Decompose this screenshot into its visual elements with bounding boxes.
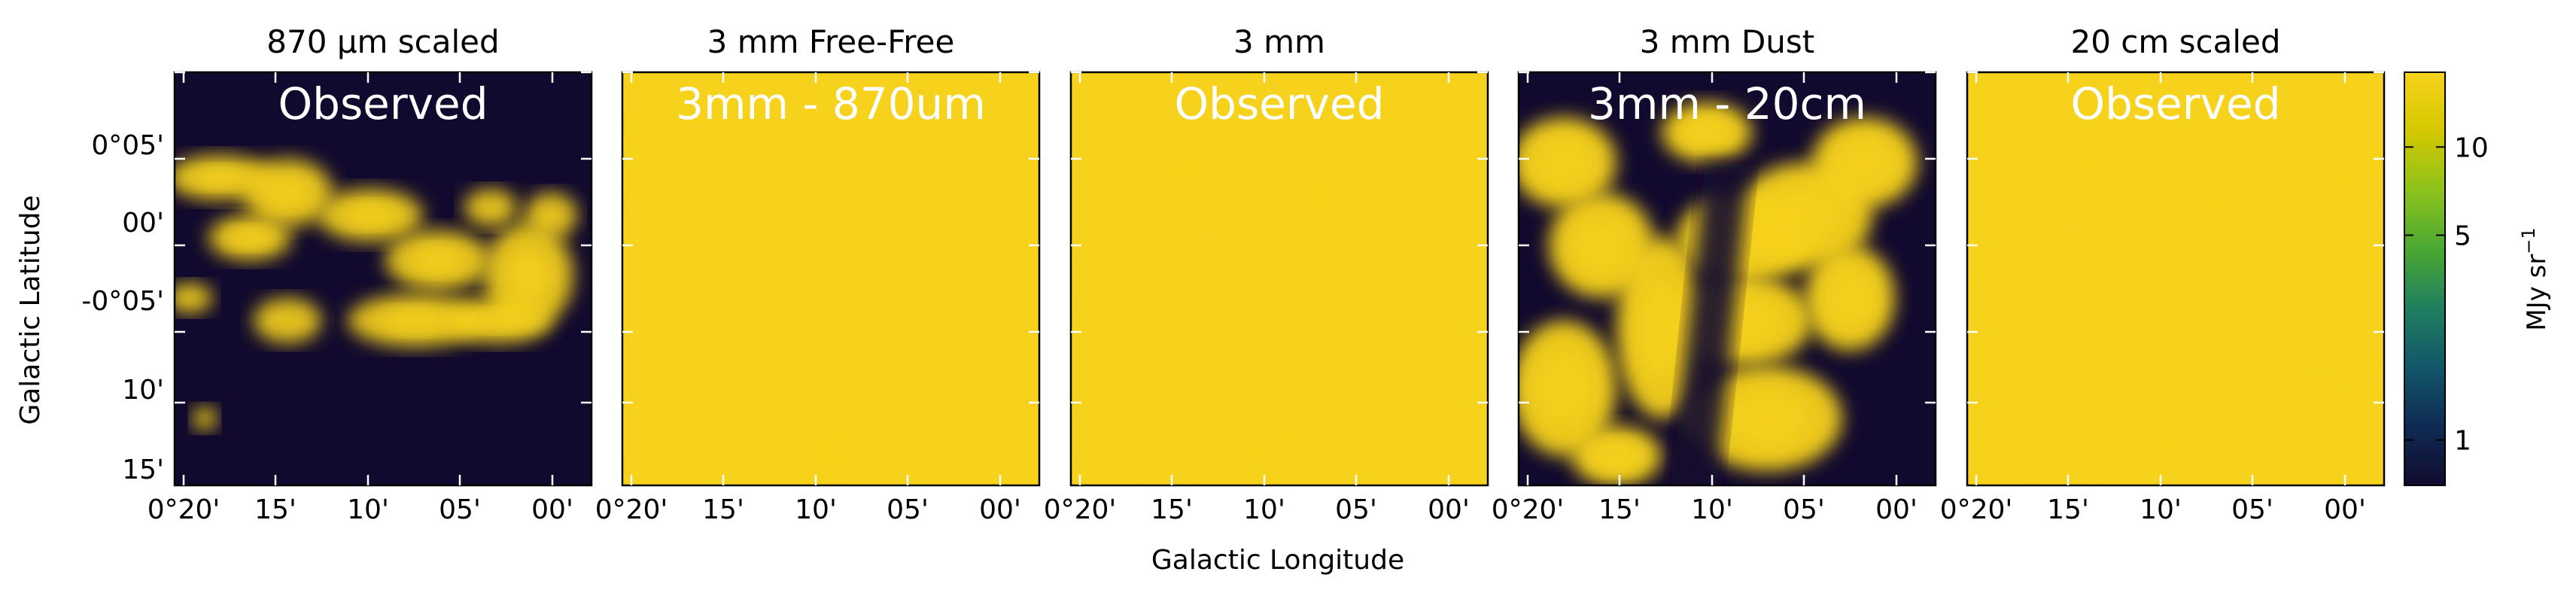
x-tick-label: 10' [2140, 494, 2182, 525]
map-panel-4: 3 mm Dust 3mm - 20cm 0°20' 15' 10' 05' 00' [1492, 23, 1937, 525]
colorbar-ticks: 10 5 1 [2404, 132, 2489, 457]
panel-annotation: Observed [1174, 78, 1384, 129]
map-image [1967, 72, 2384, 485]
panels: 870 μm scaled Observed 0°20' 15' 10' 05' 00' 0°… [81, 23, 2386, 525]
panel-title: 3 mm [1233, 23, 1325, 60]
panel-frame [1517, 71, 1937, 487]
x-tick-label: 00' [979, 494, 1021, 525]
x-tick-label: 0°20' [595, 494, 668, 525]
x-tick-label: 0°20' [1044, 494, 1117, 525]
x-tick-label: 0°20' [1940, 494, 2013, 525]
x-tick-label: 10' [795, 494, 837, 525]
map-panel-1: 870 μm scaled Observed 0°20' 15' 10' 05' 00' 0°… [81, 23, 593, 525]
y-axis-label: Galactic Latitude [15, 195, 46, 424]
x-tick-label: 00' [1428, 494, 1470, 525]
panel-frame [173, 71, 593, 487]
colorbar-tick-label: 5 [2454, 221, 2471, 252]
colorbar-gradient [2404, 71, 2446, 486]
x-tick-label: 10' [347, 494, 389, 525]
x-tick-label: 0°20' [148, 494, 220, 525]
x-tick-label: 05' [887, 494, 929, 525]
map-image [1071, 72, 1488, 485]
x-tick-label: 0°20' [1492, 494, 1565, 525]
y-tick-label: 00' [122, 208, 164, 239]
map-image [622, 72, 1039, 485]
panel-frame [621, 71, 1041, 487]
panel-frame [1966, 71, 2386, 487]
y-tick-label: 10' [122, 375, 164, 406]
map-panel-2: 3 mm Free-Free 3mm - 870um 0°20' 15' 10' 05' 0… [595, 23, 1041, 525]
panel-title: 3 mm Dust [1640, 23, 1815, 60]
x-tick-label: 15' [254, 494, 297, 525]
panel-annotation: Observed [278, 78, 488, 129]
panel-annotation: 3mm - 870um [676, 78, 986, 129]
x-tick-label: 00' [531, 494, 573, 525]
x-tick-label: 00' [1875, 494, 1918, 525]
panel-title: 870 μm scaled [266, 23, 499, 60]
colorbar-label-exponent: −1 [2518, 227, 2539, 254]
map-panel-5: 20 cm scaled Observed 0°20' 15' 10' 05' 00' [1940, 23, 2386, 525]
colorbar: 10 5 1 MJy sr−1 [2404, 71, 2552, 486]
x-axis-label: Galactic Longitude [1151, 545, 1404, 576]
colorbar-tick-label: 10 [2454, 132, 2489, 163]
colorbar-label: MJy sr−1 [2518, 227, 2552, 330]
map-image [175, 72, 592, 485]
x-tick-label: 15' [2047, 494, 2089, 525]
map-image [1519, 72, 1936, 485]
x-tick-label: 15' [1151, 494, 1193, 525]
x-tick-label: 05' [439, 494, 481, 525]
map-panel-3: 3 mm Observed 0°20' 15' 10' 05' 00' [1044, 23, 1489, 525]
x-tick-label: 00' [2324, 494, 2366, 525]
x-tick-label: 15' [702, 494, 744, 525]
y-tick-label: 0°05' [91, 130, 164, 161]
x-tick-label: 05' [1335, 494, 1377, 525]
colorbar-tick-label: 1 [2454, 426, 2471, 457]
panel-title: 3 mm Free-Free [707, 23, 955, 60]
x-tick-label: 15' [1598, 494, 1641, 525]
panel-frame [1069, 71, 1489, 487]
x-tick-label: 05' [1783, 494, 1825, 525]
panel-annotation: Observed [2070, 78, 2280, 129]
panel-title: 20 cm scaled [2070, 23, 2280, 60]
x-tick-label: 10' [1243, 494, 1285, 525]
x-tick-label: 10' [1691, 494, 1733, 525]
x-tick-label: 05' [2231, 494, 2273, 525]
panel-annotation: 3mm - 20cm [1588, 78, 1866, 129]
y-tick-label: 15' [122, 455, 164, 485]
colorbar-label-unit: MJy sr [2522, 254, 2552, 331]
y-tick-label: -0°05' [81, 286, 164, 317]
